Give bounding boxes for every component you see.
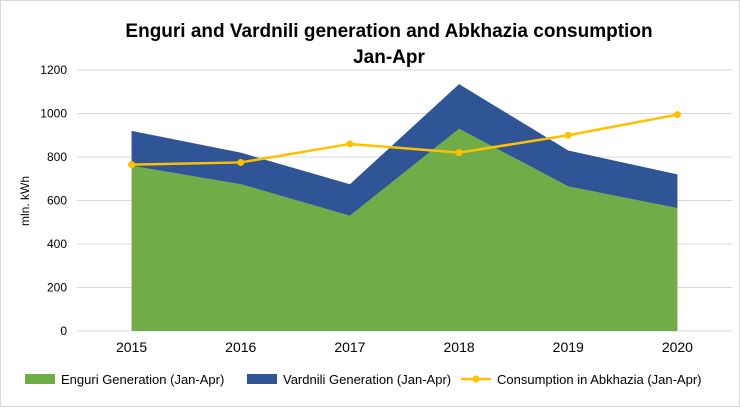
line-point-2015 [128, 161, 136, 169]
line-series-group [128, 111, 681, 169]
legend-swatch-area [25, 374, 55, 384]
legend-label: Vardnili Generation (Jan-Apr) [283, 372, 451, 387]
x-tick-label: 2016 [225, 339, 256, 355]
y-tick-label: 1000 [40, 107, 67, 121]
legend-label: Consumption in Abkhazia (Jan-Apr) [497, 372, 702, 387]
x-tick-label: 2015 [116, 339, 147, 355]
y-tick-label: 800 [47, 150, 67, 164]
x-axis-ticks: 2015 2016 2017 2018 2019 2020 [116, 339, 693, 355]
line-point-2019 [564, 131, 572, 139]
y-tick-label: 1200 [40, 63, 67, 77]
x-tick-label: 2019 [553, 339, 584, 355]
line-point-2016 [237, 158, 245, 166]
y-axis-ticks: 0 200 400 600 800 1000 1200 [40, 63, 67, 338]
area-series-group [131, 84, 678, 331]
legend-swatch-area [247, 374, 277, 384]
x-tick-label: 2020 [662, 339, 693, 355]
chart-title-line2: Jan-Apr [353, 47, 425, 68]
x-tick-label: 2018 [444, 339, 475, 355]
y-tick-label: 0 [60, 324, 67, 338]
y-tick-label: 200 [47, 281, 67, 295]
legend-swatch-marker [472, 375, 480, 383]
legend: Enguri Generation (Jan-Apr) Vardnili Gene… [25, 372, 702, 387]
x-tick-label: 2017 [334, 339, 365, 355]
chart-title-line1: Enguri and Vardnili generation and Abkha… [125, 21, 652, 42]
line-point-2020 [673, 111, 681, 119]
y-tick-label: 400 [47, 237, 67, 251]
line-point-2018 [455, 149, 463, 157]
legend-label: Enguri Generation (Jan-Apr) [61, 372, 224, 387]
area-series-1 [131, 128, 678, 331]
y-tick-label: 600 [47, 194, 67, 208]
y-axis-label: mln. kWh [18, 176, 32, 226]
line-point-2017 [346, 140, 354, 148]
area-series-2 [131, 84, 678, 216]
line-series-consumption [131, 113, 678, 166]
